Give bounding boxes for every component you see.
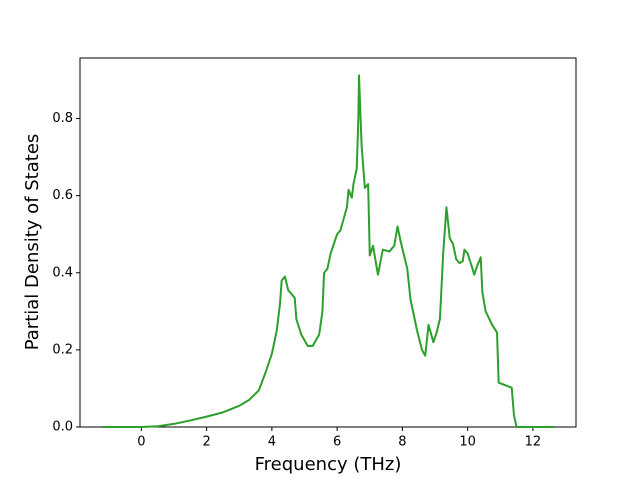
y-tick-label: 0.6 <box>52 188 73 203</box>
x-tick-label: 6 <box>333 435 341 450</box>
x-tick-label: 0 <box>137 435 145 450</box>
y-tick-label: 0.4 <box>52 265 73 280</box>
data-line <box>102 74 554 428</box>
y-tick-label: 0.8 <box>52 111 73 126</box>
x-tick-label: 2 <box>202 435 210 450</box>
y-tick-label: 0.2 <box>52 342 73 357</box>
axes-frame <box>79 57 577 428</box>
x-tick-label: 8 <box>398 435 406 450</box>
x-tick-label: 10 <box>459 435 476 450</box>
x-axis-label: Frequency (THz) <box>255 454 402 475</box>
y-axis-label: Partial Density of States <box>22 134 43 351</box>
y-tick-label: 0.0 <box>52 420 73 435</box>
x-tick-label: 4 <box>268 435 276 450</box>
x-tick-label: 12 <box>525 435 542 450</box>
